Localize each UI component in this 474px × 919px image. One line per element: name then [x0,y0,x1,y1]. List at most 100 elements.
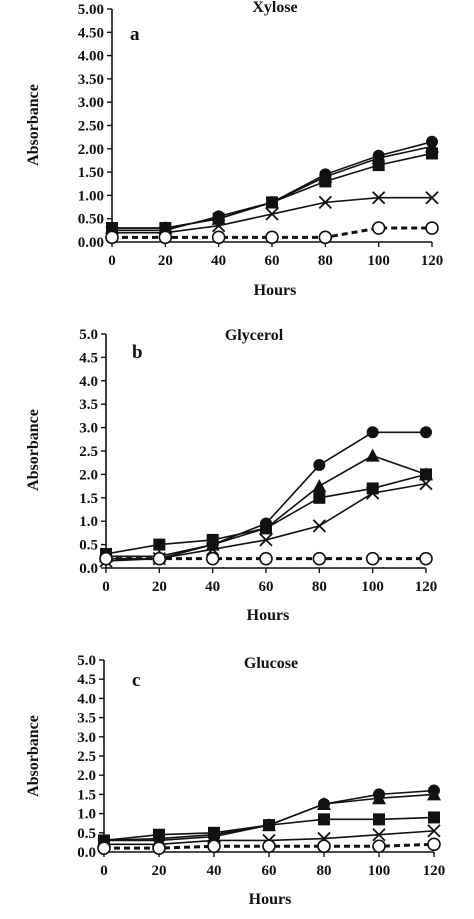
x-tick-label: 60 [262,863,277,879]
data-point-square [318,813,330,826]
y-tick-label: 5.0 [79,327,98,343]
x-tick-label: 40 [211,253,226,269]
y-tick-label: 2.0 [77,768,96,784]
data-point-open-circle [105,230,119,245]
x-tick-label: 20 [152,863,167,879]
x-axis-label: Hours [247,607,290,624]
y-tick-label: 1.0 [77,807,96,823]
data-point-triangle [317,797,331,810]
data-point-square [313,491,326,504]
y-tick-label: 1.00 [78,188,104,204]
data-point-open-circle [97,841,111,855]
data-point-x [212,219,226,233]
x-tick-label: 20 [158,253,173,269]
data-point-square [319,175,332,188]
chart-panel-a: 0.00 0.50 1.00 1.50 2.00 2.50 3.00 3.50 4.00 4.50… [25,0,443,299]
y-tick-label: 2.50 [78,119,104,135]
data-point-triangle [312,479,327,493]
y-tick-label: 4.0 [79,374,98,390]
data-point-square [366,482,379,495]
x-tick-label: 80 [312,579,327,595]
y-tick-label: 3.5 [79,397,98,413]
y-tick-label: 4.00 [78,49,104,65]
data-point-x [427,824,441,838]
data-point-open-circle [262,839,276,854]
data-point-x [372,191,386,205]
data-point-open-circle [265,230,279,245]
data-point-square [208,826,220,839]
data-point-triangle [427,787,441,801]
x-tick-label: 20 [152,579,167,595]
data-point-open-circle [312,551,327,566]
chart-panel-c: 0.0 0.5 1.0 1.5 2.0 2.5 3.0 3.5 4.0 4.5 5.0 0 20 40 60… [25,653,445,908]
chart-panel-b: 0.0 0.5 1.0 1.5 2.0 2.5 3.0 3.5 4.0 4.5 5.0 0 20 40 60… [25,327,437,624]
data-point-open-circle [158,230,173,245]
data-point-x [312,519,326,533]
series-line-triangle [112,145,433,229]
data-point-square [428,811,440,824]
y-tick-label: 3.0 [77,730,96,746]
y-tick-label: 2.5 [79,444,98,460]
y-tick-label: 5.0 [77,653,96,669]
y-tick-label: 1.5 [77,787,96,803]
data-point-open-circle [365,551,380,566]
data-point-circle [366,426,379,439]
y-tick-label: 5.00 [78,2,104,18]
y-axis-label: Absorbance [25,409,42,491]
data-point-open-circle [371,221,386,235]
y-tick-label: 2.5 [77,749,96,765]
data-point-open-circle [419,551,433,566]
panel-label: a [130,24,140,45]
data-point-circle [313,459,326,472]
x-tick-label: 100 [368,863,391,879]
y-tick-label: 1.50 [78,165,104,181]
data-point-square [159,222,172,235]
y-axis-label: Absorbance [25,84,42,166]
y-tick-label: 0.5 [79,538,98,554]
y-tick-label: 3.50 [78,72,104,88]
data-point-triangle [365,448,380,462]
y-tick-label: 4.50 [78,25,104,41]
chart-title: Xylose [252,0,297,16]
data-point-square [153,538,166,551]
y-tick-label: 2.0 [79,467,98,483]
x-tick-label: 40 [207,863,222,879]
x-tick-label: 60 [265,253,280,269]
y-tick-label: 3.00 [78,95,104,111]
x-tick-label: 120 [421,253,444,269]
data-point-square [106,222,118,235]
x-tick-label: 40 [205,579,220,595]
data-point-square [420,468,432,481]
data-point-open-circle [211,230,226,245]
data-point-x [425,191,439,205]
data-point-x [318,195,332,210]
data-point-open-circle [207,839,221,854]
data-point-open-circle [425,221,439,235]
data-point-x [259,533,273,547]
data-point-open-circle [427,837,441,852]
x-tick-label: 120 [415,579,438,595]
x-axis-label: Hours [254,282,297,299]
data-point-open-circle [317,839,331,854]
data-point-open-circle [372,839,386,854]
x-tick-label: 120 [423,863,446,879]
data-point-square [212,212,225,225]
data-point-square [373,813,385,826]
y-tick-label: 3.5 [77,711,96,727]
y-tick-label: 4.0 [77,691,96,707]
data-point-x [419,477,433,491]
y-tick-label: 3.0 [79,421,98,437]
data-point-open-circle [259,551,273,566]
data-point-open-circle [152,551,167,566]
data-point-triangle [372,791,386,805]
data-point-open-circle [99,551,113,566]
data-point-open-circle [318,230,333,245]
y-tick-label: 1.0 [79,514,98,530]
x-tick-label: 0 [102,579,110,595]
data-point-x [265,207,279,221]
x-tick-label: 80 [318,253,333,269]
data-point-x [372,828,386,842]
y-axis-label: Absorbance [25,715,42,797]
y-tick-label: 4.5 [77,672,96,688]
